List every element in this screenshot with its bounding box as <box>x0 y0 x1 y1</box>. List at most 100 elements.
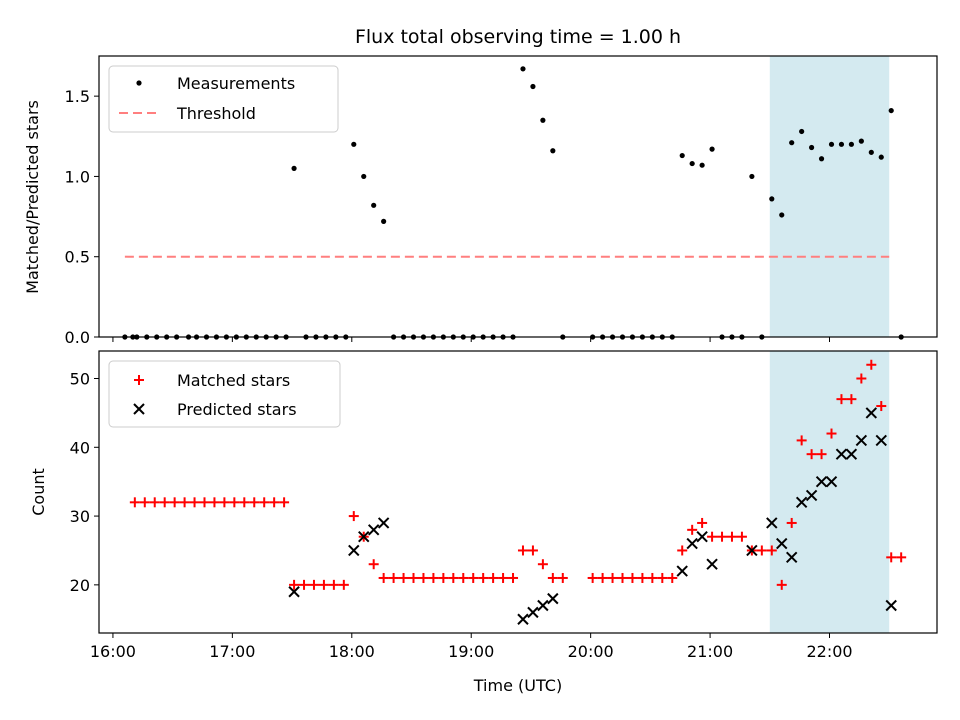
matched-stars-point <box>856 373 867 384</box>
bottom-shaded-interval <box>769 351 890 633</box>
matched-stars-point <box>876 401 887 412</box>
y-tick-label: 50 <box>70 370 90 389</box>
measurements-point <box>799 128 805 135</box>
matched-stars-point <box>149 497 160 508</box>
matched-stars-point <box>826 428 837 439</box>
y-tick-label: 1.5 <box>65 87 90 106</box>
matched-stars-point <box>717 531 728 542</box>
matched-stars-point <box>418 572 429 583</box>
matched-stars-point <box>338 579 349 590</box>
measurements-point <box>789 140 795 146</box>
matched-stars-point <box>199 497 210 508</box>
x-tick-label: 17:00 <box>209 642 255 661</box>
measurements-point <box>848 141 855 147</box>
predicted-stars-point <box>706 558 718 570</box>
predicted-stars-point <box>805 489 818 502</box>
matched-stars-point <box>428 572 439 583</box>
y-tick-label: 0.0 <box>65 328 90 347</box>
matched-stars-point <box>637 572 648 583</box>
measurements-point <box>361 173 367 180</box>
predicted-stars-point <box>367 524 380 536</box>
predicted-stars-point <box>855 434 868 447</box>
measurements-point <box>709 146 715 152</box>
matched-stars-point <box>736 531 747 542</box>
top-plot-frame <box>98 55 938 338</box>
predicted-stars-point <box>766 517 778 529</box>
measurements-point <box>689 160 695 167</box>
matched-stars-point <box>279 497 290 508</box>
measurements-point <box>679 152 685 159</box>
matched-stars-point <box>139 497 150 508</box>
legend-predicted-label: Predicted stars <box>177 400 297 419</box>
matched-stars-point <box>239 497 250 508</box>
predicted-stars-point <box>676 565 688 577</box>
matched-stars-point <box>886 552 897 563</box>
y-tick-label: 0.5 <box>65 248 90 267</box>
predicted-stars-point <box>776 537 788 550</box>
matched-stars-point <box>657 572 668 583</box>
measurements-point <box>530 83 536 90</box>
matched-stars-point <box>707 531 718 542</box>
matched-stars-point <box>408 572 419 583</box>
matched-stars-point <box>697 517 708 528</box>
measurements-point <box>769 196 775 202</box>
top-shaded-interval <box>769 56 890 337</box>
legend-matched-marker <box>134 375 144 385</box>
x-tick-label: 16:00 <box>90 642 136 661</box>
predicted-stars-point <box>686 537 698 550</box>
matched-stars-point <box>259 497 270 508</box>
matched-stars-point <box>438 572 449 583</box>
predicted-stars-point <box>358 531 370 543</box>
predicted-stars-point <box>845 448 858 460</box>
y-tick-label: 1.0 <box>65 167 90 186</box>
predicted-stars-point <box>746 544 758 557</box>
matched-stars-point <box>398 572 409 583</box>
matched-stars-point <box>348 511 359 522</box>
matched-stars-point <box>667 572 678 583</box>
matched-stars-point <box>547 572 558 583</box>
y-tick-label: 40 <box>70 438 90 457</box>
top-y-axis-label: Matched/Predicted stars <box>23 100 42 294</box>
predicted-stars-point <box>517 613 529 625</box>
matched-stars-point <box>189 497 200 508</box>
matched-stars-point <box>766 545 777 556</box>
measurements-point <box>540 117 546 123</box>
matched-stars-point <box>557 572 568 583</box>
matched-stars-point <box>388 572 399 583</box>
predicted-stars-point <box>537 599 549 612</box>
x-axis-label: Time (UTC) <box>473 676 562 695</box>
matched-stars-point <box>498 572 509 583</box>
measurements-point <box>858 138 864 144</box>
matched-stars-point <box>378 572 389 583</box>
y-tick-label: 20 <box>70 576 90 595</box>
matched-stars-point <box>647 572 658 583</box>
matched-stars-point <box>677 545 688 556</box>
matched-stars-point <box>756 545 767 556</box>
matched-stars-point <box>219 497 230 508</box>
legend-matched-label: Matched stars <box>177 371 290 390</box>
matched-stars-point <box>508 572 519 583</box>
predicted-stars-point <box>377 517 390 529</box>
predicted-stars-point <box>865 407 878 419</box>
measurements-point <box>808 144 815 151</box>
matched-stars-point <box>468 572 479 583</box>
matched-stars-point <box>129 497 140 508</box>
measurements-point <box>351 141 357 147</box>
x-tick-label: 19:00 <box>448 642 494 661</box>
predicted-stars-point <box>288 586 300 598</box>
predicted-stars-point <box>795 496 808 509</box>
measurements-point <box>291 165 297 171</box>
bottom-plot-frame <box>98 350 938 634</box>
matched-stars-point <box>687 524 698 535</box>
predicted-stars-point <box>825 475 838 488</box>
top-legend: Measurements Threshold <box>108 65 339 133</box>
matched-stars-point <box>269 497 280 508</box>
measurements-point <box>749 173 755 180</box>
legend-threshold-label: Threshold <box>176 104 256 123</box>
measurements-point <box>888 107 894 114</box>
matched-stars-point <box>816 449 827 460</box>
matched-stars-point <box>537 559 548 570</box>
matched-stars-point <box>866 359 877 370</box>
matched-stars-point <box>328 579 339 590</box>
x-tick-label: 22:00 <box>806 642 852 661</box>
